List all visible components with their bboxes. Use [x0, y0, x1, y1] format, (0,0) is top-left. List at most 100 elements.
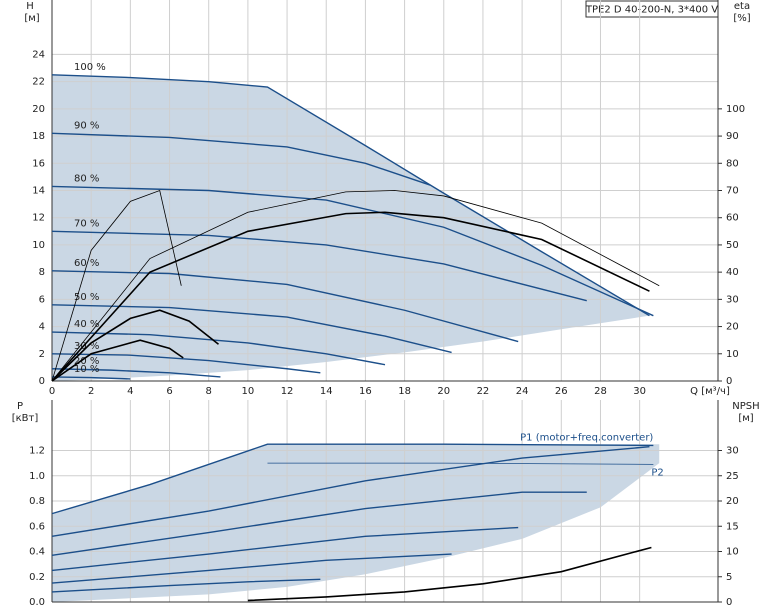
curve-label: 100 %	[74, 62, 106, 73]
y2-tick-label: 15	[726, 521, 739, 532]
y2-tick-label: 20	[726, 496, 739, 507]
curve	[51, 190, 660, 382]
curve-label: P2	[651, 467, 663, 478]
operating-area	[52, 444, 660, 602]
curve	[51, 526, 519, 572]
y-axis-unit: [кВт]	[12, 413, 39, 424]
y2-tick-label: 90	[726, 131, 739, 142]
curve	[51, 376, 131, 380]
y-tick-label: 0.8	[29, 496, 45, 507]
curve	[51, 446, 650, 538]
curve	[51, 553, 452, 584]
y-axis-label: P	[17, 401, 23, 412]
curve	[51, 309, 219, 382]
y-tick-label: 1.2	[29, 446, 45, 457]
curve	[51, 331, 386, 366]
curve-label: 70 %	[74, 218, 99, 229]
y-tick-label: 0.2	[29, 572, 45, 583]
y-tick-label: 2	[39, 349, 45, 360]
curve	[51, 185, 654, 317]
x-tick-label: 10	[242, 386, 255, 397]
y-tick-label: 24	[32, 49, 45, 60]
x-tick-label: 4	[127, 386, 133, 397]
y2-axis-label: eta	[734, 1, 750, 12]
y2-tick-label: 30	[726, 294, 739, 305]
curve	[51, 270, 519, 343]
curve	[51, 443, 654, 515]
y-axis-label: H	[26, 1, 34, 12]
x-tick-label: 16	[359, 386, 372, 397]
x-tick-label: 24	[516, 386, 529, 397]
curve-label: 20 %	[74, 356, 99, 367]
x-tick-label: 28	[594, 386, 607, 397]
curve	[51, 74, 650, 317]
y-tick-label: 16	[32, 158, 45, 169]
x-tick-label: 26	[555, 386, 568, 397]
y-tick-label: 14	[32, 186, 45, 197]
curve	[51, 368, 221, 378]
curve	[51, 304, 452, 354]
x-tick-label: 8	[206, 386, 212, 397]
y2-axis-unit: [м]	[738, 413, 753, 424]
y2-tick-label: 70	[726, 186, 739, 197]
y2-tick-label: 10	[726, 349, 739, 360]
y2-tick-label: 10	[726, 547, 739, 558]
y2-tick-label: 0	[726, 376, 732, 387]
y2-axis-unit: [%]	[733, 13, 750, 24]
y-tick-label: 18	[32, 131, 45, 142]
y-tick-label: 0	[39, 376, 45, 387]
curve-label: P1 (motor+freq.converter)	[520, 432, 653, 443]
y-tick-label: 10	[32, 240, 45, 251]
y2-tick-label: 5	[726, 572, 732, 583]
curve-label: 80 %	[74, 173, 99, 184]
y2-tick-label: 25	[726, 471, 739, 482]
plot: 0.0 0.2 0.4 0.6 0.8 1.0 1.2 0 5 10 15 20 25 30 P1 (mot…	[29, 400, 739, 608]
y-tick-label: 22	[32, 77, 45, 88]
plot: 0 2 4 6 8 10 12 14 16 18 20 22 24 26 28 300246810121416…	[32, 0, 745, 397]
y-tick-label: 0.0	[29, 597, 45, 608]
y2-tick-label: 20	[726, 322, 739, 333]
curve-label: 60 %	[74, 258, 99, 269]
x-tick-label: 6	[166, 386, 172, 397]
curve	[51, 491, 587, 556]
curve-label: 90 %	[74, 120, 99, 131]
y2-tick-label: 50	[726, 240, 739, 251]
y2-tick-label: 30	[726, 446, 739, 457]
x-tick-label: 2	[88, 386, 94, 397]
curve-label: 40 %	[74, 319, 99, 330]
curve	[51, 230, 587, 302]
y2-axis-label: NPSH	[732, 401, 759, 412]
curve	[267, 462, 654, 465]
y2-tick-label: 0	[726, 597, 732, 608]
x-tick-label: 20	[437, 386, 450, 397]
x-tick-label: 30	[633, 386, 646, 397]
y2-tick-label: 80	[726, 158, 739, 169]
y-tick-label: 20	[32, 104, 45, 115]
y-tick-label: 6	[39, 294, 45, 305]
y-axis-unit: [м]	[24, 13, 39, 24]
y-tick-label: 1.0	[29, 471, 45, 482]
x-tick-label: 18	[398, 386, 411, 397]
x-tick-label: 22	[477, 386, 490, 397]
curve-label: 10 %	[74, 364, 99, 375]
y-tick-label: 0.6	[29, 521, 45, 532]
y-tick-label: 4	[39, 322, 45, 333]
x-tick-label: 0	[49, 386, 55, 397]
curve	[51, 339, 184, 382]
curve	[247, 546, 652, 602]
x-axis-label: Q [м³/ч]	[690, 386, 730, 397]
y2-tick-label: 100	[726, 104, 745, 115]
operating-area	[52, 74, 650, 381]
curve	[51, 132, 431, 186]
y-tick-label: 8	[39, 267, 45, 278]
x-tick-label: 14	[320, 386, 333, 397]
curve-label: 50 %	[74, 292, 99, 303]
x-tick-label: 12	[281, 386, 294, 397]
chart-title: TPE2 D 40-200-N, 3*400 V	[585, 5, 718, 16]
y2-tick-label: 40	[726, 267, 739, 278]
curve	[51, 578, 321, 593]
curve	[51, 211, 650, 382]
y2-tick-label: 60	[726, 213, 739, 224]
y-tick-label: 12	[32, 213, 45, 224]
